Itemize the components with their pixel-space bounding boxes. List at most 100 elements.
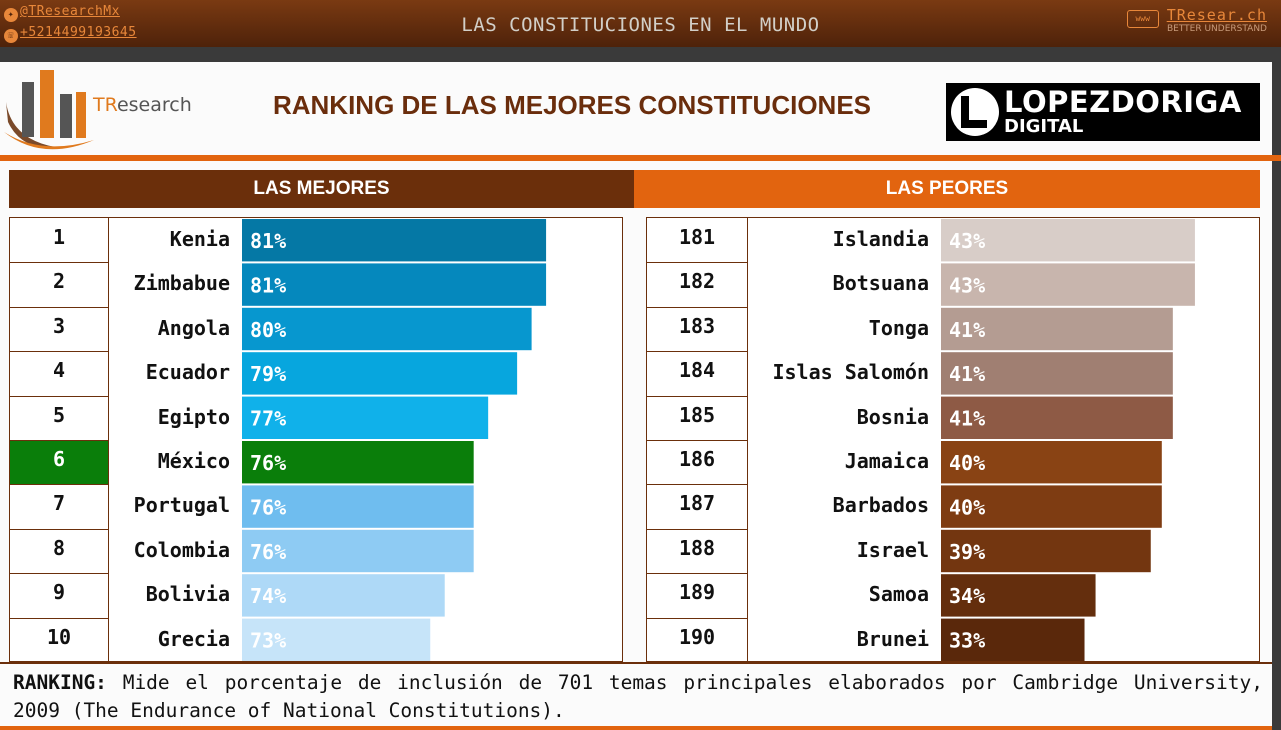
worst-row-divider xyxy=(647,484,747,486)
best-rank: 3 xyxy=(52,313,66,338)
worst-bar-value-label: 41% xyxy=(949,362,985,386)
footer-divider xyxy=(0,662,1272,664)
best-rank: 5 xyxy=(52,402,66,427)
logo-wordmark-tr: TR xyxy=(93,94,117,116)
best-row-divider xyxy=(10,528,108,530)
best-country-label: Egipto xyxy=(157,404,230,429)
worst-row-divider xyxy=(647,440,747,441)
best-bar xyxy=(242,618,431,661)
dark-band xyxy=(0,47,1281,62)
best-row-divider xyxy=(10,617,108,619)
worst-bar xyxy=(941,307,1173,351)
worst-bar-value-label: 33% xyxy=(949,629,985,653)
best-row-divider xyxy=(10,395,108,397)
worst-bar-value-label: 41% xyxy=(949,318,985,342)
worst-country-label: Brunei xyxy=(856,626,929,651)
worst-rank: 184 xyxy=(678,358,716,383)
twitter-handle[interactable]: ✦ @TResearchMx xyxy=(4,4,120,22)
worst-ranking-chart: 181 Islandia 182 Botsuana 183 Tonga 184 Islas S… xyxy=(646,217,1260,662)
phone-text: +5214499193645 xyxy=(20,25,137,40)
worst-country-label: Islandia xyxy=(832,227,929,251)
twitter-icon: ✦ xyxy=(4,8,18,22)
worst-row-divider xyxy=(647,528,747,530)
worst-bar-value-label: 43% xyxy=(949,229,985,253)
best-column-divider xyxy=(108,218,109,661)
best-bar xyxy=(242,485,474,528)
best-country-label: Bolivia xyxy=(145,582,230,607)
worst-country-label: Israel xyxy=(856,537,929,562)
best-row-divider xyxy=(10,484,108,486)
best-row-divider xyxy=(10,306,108,308)
worst-section-header: LAS PEORES xyxy=(634,170,1260,208)
brand-block[interactable]: www TResear.ch BETTER UNDERSTAND xyxy=(1126,6,1267,34)
worst-bar-value-label: 34% xyxy=(949,584,985,608)
worst-bar-value-label: 40% xyxy=(949,451,985,475)
best-rank: 6 xyxy=(52,447,66,471)
worst-country-label: Jamaica xyxy=(844,449,929,473)
worst-bar xyxy=(941,529,1151,573)
worst-row-divider xyxy=(647,395,747,397)
best-bar-value-label: 81% xyxy=(250,229,286,253)
best-country-label: Angola xyxy=(157,315,230,340)
worst-bar-value-label: 41% xyxy=(949,407,985,431)
worst-rank: 183 xyxy=(678,313,716,338)
best-bar-value-label: 76% xyxy=(250,451,286,475)
best-bar-value-label: 79% xyxy=(250,362,286,386)
best-bar-value-label: 80% xyxy=(250,318,286,342)
best-rank: 10 xyxy=(46,624,72,649)
best-bar-value-label: 76% xyxy=(250,495,286,519)
web-icon: www xyxy=(1126,10,1159,28)
worst-rank: 186 xyxy=(678,447,716,471)
partner-logo-icon xyxy=(951,88,999,136)
best-bar xyxy=(242,574,445,617)
best-section-header: LAS MEJORES xyxy=(9,170,634,208)
divider xyxy=(0,155,1281,161)
best-bar-value-label: 74% xyxy=(250,584,286,608)
worst-bar xyxy=(941,441,1162,484)
worst-rank: 187 xyxy=(678,491,716,516)
worst-column-divider xyxy=(747,218,748,661)
bottom-border xyxy=(0,726,1272,730)
best-row-divider xyxy=(10,440,108,441)
worst-country-label: Samoa xyxy=(868,582,929,607)
best-ranking-chart: 1 Kenia 2 Zimbabue 3 Angola 4 Ecuador 5 Egipto 6 Mé… xyxy=(9,217,623,662)
best-bar xyxy=(242,263,547,306)
logo-wordmark: TResearch xyxy=(93,94,192,116)
worst-bars: 43% 43% 41% 41% 41% 40% 40% 39% 34% 33% xyxy=(941,219,1195,661)
ranking-note: RANKING: Mide el porcentaje de inclusión… xyxy=(13,669,1263,725)
worst-country-label: Islas Salomón xyxy=(772,360,929,385)
best-country-label: Zimbabue xyxy=(133,271,230,296)
best-rank: 9 xyxy=(52,580,66,605)
phone-number[interactable]: ☏ +5214499193645 xyxy=(4,25,137,43)
page-title: RANKING DE LAS MEJORES CONSTITUCIONES xyxy=(272,90,872,120)
worst-bar-value-label: 43% xyxy=(949,273,985,297)
best-bar xyxy=(242,307,532,351)
best-rank: 2 xyxy=(52,269,66,294)
worst-row-divider xyxy=(647,617,747,619)
best-highlight-cell xyxy=(10,440,108,485)
tresearch-logo-icon xyxy=(4,70,94,150)
best-country-label: Kenia xyxy=(169,227,230,251)
ranking-note-label: RANKING: xyxy=(13,671,107,694)
worst-bar xyxy=(941,219,1195,262)
worst-country-label: Bosnia xyxy=(856,404,929,429)
best-bar xyxy=(242,529,474,573)
brand-tagline: BETTER UNDERSTAND xyxy=(1166,24,1267,34)
best-row-divider xyxy=(10,573,108,575)
worst-bar xyxy=(941,485,1162,528)
worst-rank: 181 xyxy=(678,225,716,249)
worst-bar xyxy=(941,352,1173,395)
best-country-label: Portugal xyxy=(133,493,230,518)
worst-row-divider xyxy=(647,573,747,575)
worst-bar xyxy=(941,263,1195,306)
worst-bar-value-label: 40% xyxy=(949,495,985,519)
best-bar xyxy=(242,219,547,262)
partner-logo-line2: DIGITAL xyxy=(1004,116,1084,137)
worst-bar xyxy=(941,574,1096,617)
best-bars: 81% 81% 80% 79% 77% 76% 76% 76% 74% 73% xyxy=(242,219,547,661)
brand-url: TResear.ch xyxy=(1166,6,1267,24)
worst-rank: 182 xyxy=(678,269,716,294)
worst-bar xyxy=(941,396,1173,439)
worst-country-label: Tonga xyxy=(868,315,929,340)
best-bar-value-label: 77% xyxy=(250,407,286,431)
